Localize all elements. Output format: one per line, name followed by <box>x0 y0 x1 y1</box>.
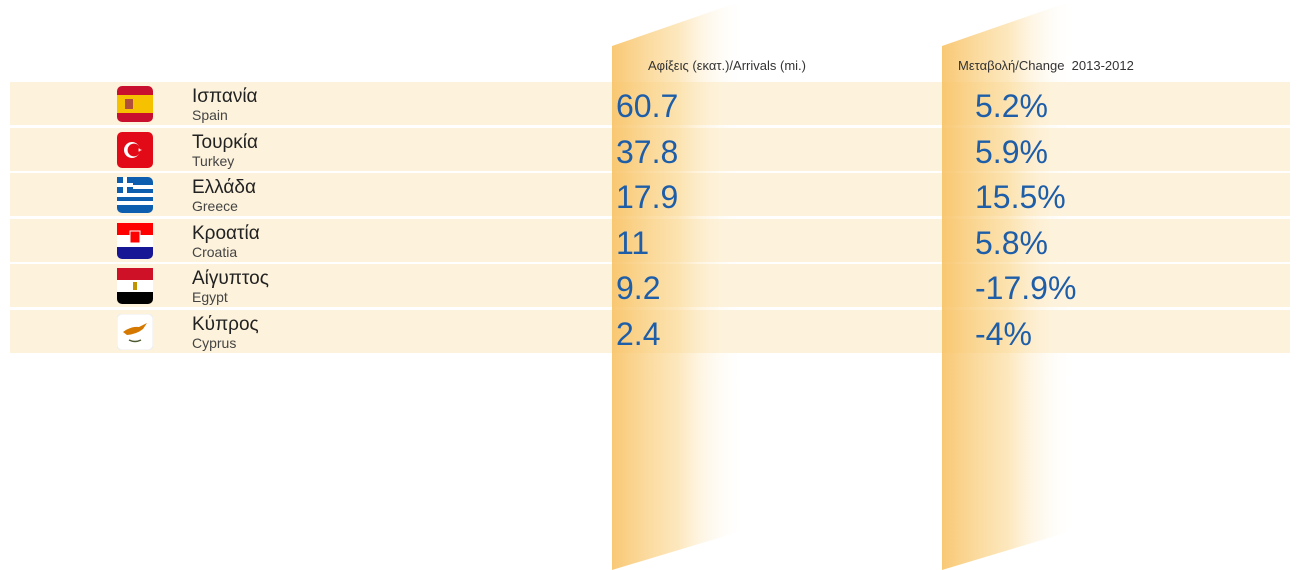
country-english: Spain <box>192 107 228 123</box>
flag <box>117 86 153 122</box>
country-greek: Αίγυπτος <box>192 268 269 290</box>
arrivals-value: 2.4 <box>616 316 661 352</box>
change-value: 5.9% <box>975 133 1048 170</box>
flag-icon <box>117 222 153 259</box>
flag <box>117 177 153 214</box>
country-english: Croatia <box>192 243 238 260</box>
flag-icon <box>117 86 153 122</box>
arrivals-value: 17.9 <box>616 179 679 216</box>
country-greek: Τουρκία <box>192 131 258 153</box>
country-greek: Ισπανία <box>192 86 258 107</box>
country-english: Egypt <box>192 289 228 306</box>
flag-icon <box>117 268 153 305</box>
change-value: -17.9% <box>975 270 1077 307</box>
flag <box>117 268 153 305</box>
arrivals-value: 60.7 <box>616 88 679 124</box>
change-value: -4% <box>975 316 1032 352</box>
country-greek: Κροατία <box>192 222 260 244</box>
country-english: Turkey <box>192 152 235 169</box>
arrivals-band <box>612 0 745 570</box>
country-english: Cyprus <box>192 335 237 351</box>
change-value: 5.8% <box>975 224 1048 261</box>
change-value: 5.2% <box>975 88 1048 124</box>
change-band <box>942 0 1075 570</box>
flag-icon <box>117 177 153 214</box>
arrivals-value: 11 <box>616 224 650 261</box>
flag-icon <box>116 313 154 351</box>
change-value: 15.5% <box>975 179 1066 216</box>
header-arrivals: Αφίξεις (εκατ.)/Arrivals (mi.) <box>648 58 806 73</box>
flag <box>116 313 154 351</box>
flag-icon <box>117 131 153 168</box>
country-greek: Ελλάδα <box>192 177 256 199</box>
arrivals-value: 37.8 <box>616 133 679 170</box>
flag <box>117 222 153 259</box>
header-change: Μεταβολή/Change 2013-2012 <box>958 58 1134 73</box>
country-english: Greece <box>192 198 238 215</box>
country-greek: Κύπρος <box>192 314 259 335</box>
flag <box>117 131 153 168</box>
arrivals-value: 9.2 <box>616 270 661 307</box>
